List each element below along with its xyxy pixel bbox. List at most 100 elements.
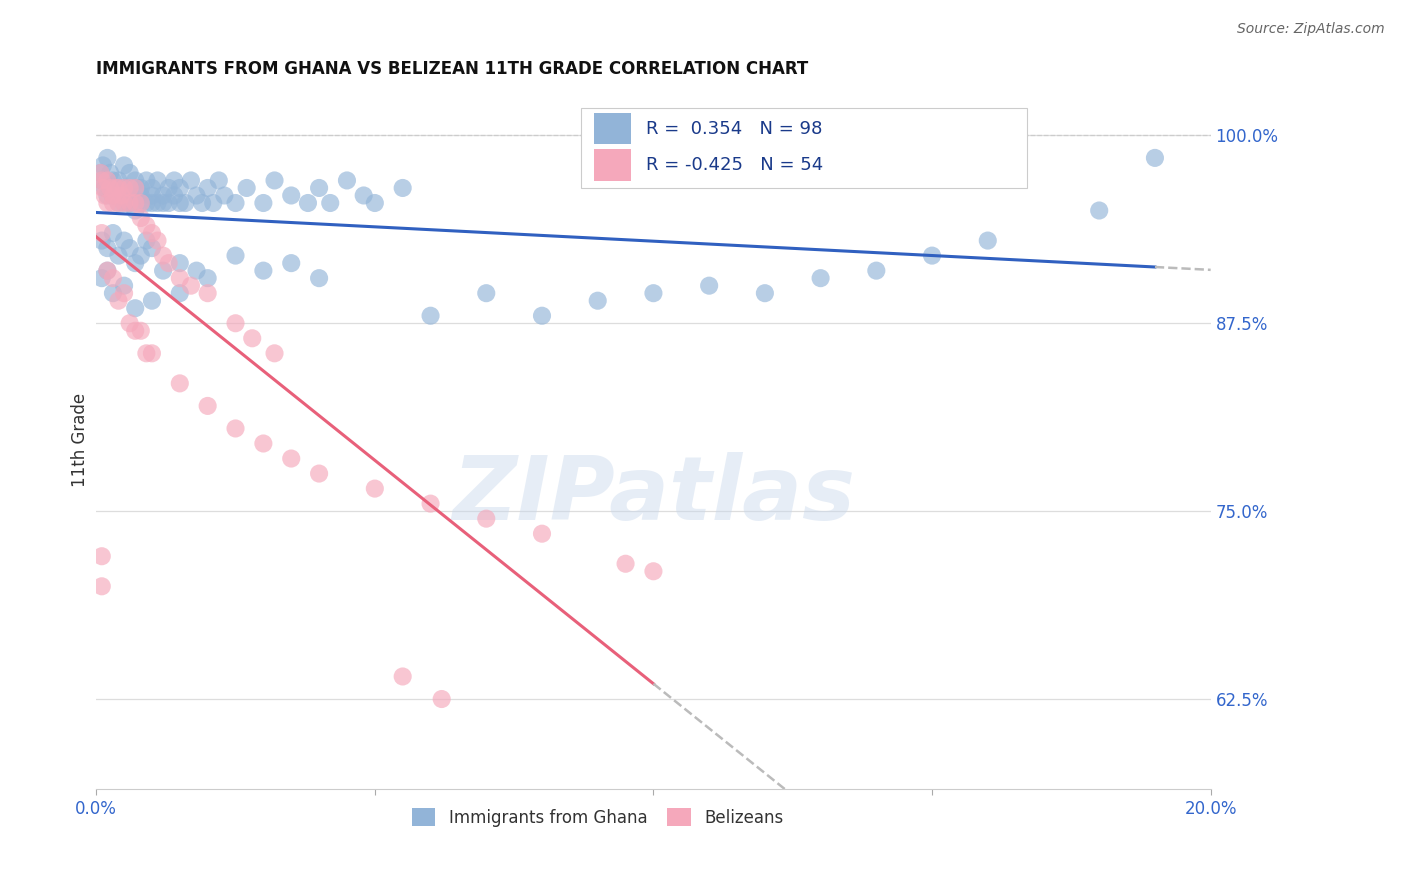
Point <box>112 181 135 195</box>
Point <box>157 256 180 270</box>
Point <box>141 188 163 202</box>
Text: R =  0.354   N = 98: R = 0.354 N = 98 <box>645 120 823 137</box>
Point <box>141 226 163 240</box>
Point <box>98 181 121 195</box>
FancyBboxPatch shape <box>581 108 1026 188</box>
Point <box>90 549 112 564</box>
Point <box>124 196 146 211</box>
Point <box>124 324 146 338</box>
Point <box>169 271 191 285</box>
Point <box>336 173 359 187</box>
Point <box>152 263 174 277</box>
Point <box>197 399 219 413</box>
Point <box>475 511 498 525</box>
Point <box>810 271 832 285</box>
Point <box>475 286 498 301</box>
Point <box>129 249 152 263</box>
Point <box>252 196 274 211</box>
Point <box>430 692 453 706</box>
Point <box>586 293 609 308</box>
Point <box>754 286 776 301</box>
Point <box>112 234 135 248</box>
Y-axis label: 11th Grade: 11th Grade <box>72 392 89 487</box>
Point <box>235 181 257 195</box>
Point <box>96 188 118 202</box>
Point <box>353 188 375 202</box>
Point <box>208 173 231 187</box>
Point <box>280 256 302 270</box>
Point <box>124 301 146 316</box>
Point <box>225 249 247 263</box>
Point <box>152 188 174 202</box>
Point <box>129 211 152 225</box>
Point <box>280 188 302 202</box>
Point <box>135 234 157 248</box>
Point <box>152 249 174 263</box>
Bar <box>595 113 631 145</box>
Point <box>107 293 129 308</box>
Point <box>112 286 135 301</box>
Point <box>101 286 124 301</box>
Point <box>697 278 720 293</box>
Point <box>180 173 202 187</box>
Point <box>124 203 146 218</box>
Point <box>135 173 157 187</box>
Point <box>169 196 191 211</box>
Point <box>96 263 118 277</box>
Point <box>124 256 146 270</box>
Point <box>146 234 169 248</box>
Point <box>107 173 129 187</box>
Point <box>169 181 191 195</box>
Point <box>280 451 302 466</box>
Point <box>643 564 665 578</box>
Point <box>308 271 330 285</box>
Point <box>118 196 141 211</box>
Point <box>96 263 118 277</box>
Point <box>118 316 141 330</box>
Point <box>152 196 174 211</box>
Point <box>90 173 112 187</box>
Point <box>104 181 127 195</box>
Point <box>174 196 197 211</box>
Point <box>169 256 191 270</box>
Point <box>101 196 124 211</box>
Point <box>157 196 180 211</box>
Point <box>1143 151 1166 165</box>
Point <box>186 188 208 202</box>
Point <box>90 271 112 285</box>
Point <box>90 226 112 240</box>
Point <box>146 173 169 187</box>
Text: Source: ZipAtlas.com: Source: ZipAtlas.com <box>1237 22 1385 37</box>
Point <box>107 181 129 195</box>
Point <box>118 196 141 211</box>
Legend: Immigrants from Ghana, Belizeans: Immigrants from Ghana, Belizeans <box>405 802 790 833</box>
Point <box>98 166 121 180</box>
Point <box>96 151 118 165</box>
Point <box>163 188 186 202</box>
Point <box>90 173 112 187</box>
Point <box>141 346 163 360</box>
Point <box>614 557 637 571</box>
Point <box>263 173 285 187</box>
Point <box>163 173 186 187</box>
Point <box>112 158 135 172</box>
Point <box>107 196 129 211</box>
Point <box>129 196 152 211</box>
Point <box>90 579 112 593</box>
Point <box>118 188 141 202</box>
Point <box>112 181 135 195</box>
Point <box>135 196 157 211</box>
Point <box>308 181 330 195</box>
Point <box>921 249 943 263</box>
Point <box>643 286 665 301</box>
Point <box>118 241 141 255</box>
Point <box>391 669 413 683</box>
Point <box>141 196 163 211</box>
Point <box>180 278 202 293</box>
Point <box>530 309 553 323</box>
Point <box>169 286 191 301</box>
Point <box>865 263 887 277</box>
Point <box>124 181 146 195</box>
Point <box>214 188 236 202</box>
Point <box>263 346 285 360</box>
